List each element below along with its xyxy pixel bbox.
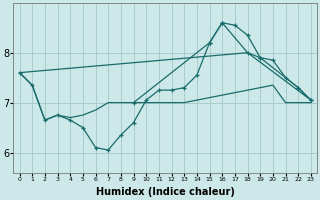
X-axis label: Humidex (Indice chaleur): Humidex (Indice chaleur) [96,187,235,197]
